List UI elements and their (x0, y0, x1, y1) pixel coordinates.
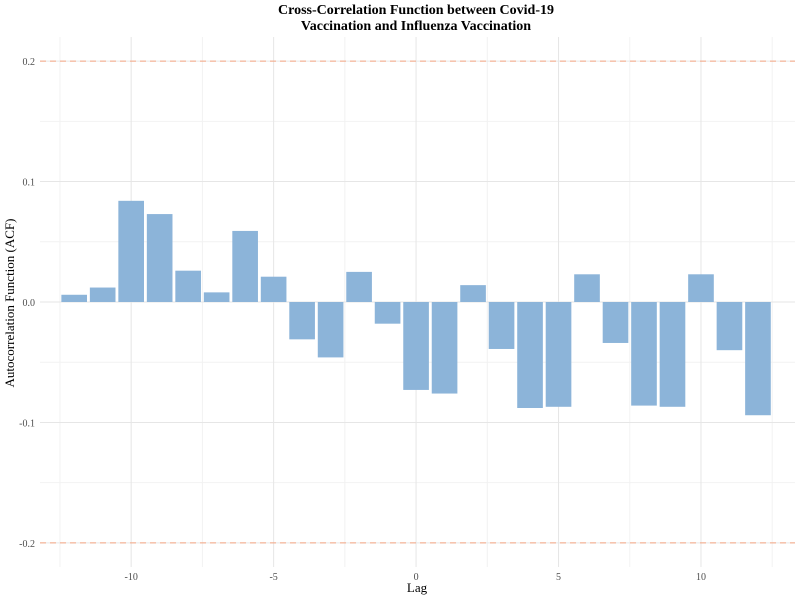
x-tick-label: -5 (269, 572, 277, 583)
bar-lag-8 (631, 302, 657, 406)
x-tick-label: 5 (556, 572, 561, 583)
bar-lag--6 (232, 230, 258, 302)
x-tick-label: -10 (124, 572, 137, 583)
bar-lag--8 (175, 270, 201, 302)
bar-lag--3 (317, 302, 344, 358)
bar-lag--10 (118, 200, 144, 302)
chart-title: Cross-Correlation Function between Covid… (0, 3, 800, 35)
bar-lag--12 (61, 294, 88, 302)
bar-lag--2 (346, 271, 372, 302)
y-tick-label: 0.0 (23, 298, 36, 309)
bar-lag--7 (203, 292, 230, 302)
y-axis-ticks: -0.2 -0.1 0.0 0.1 0.2 (19, 57, 35, 550)
bar-lag-4 (517, 302, 543, 408)
bar-lag-6 (574, 274, 600, 302)
y-axis-label: Autocorrelation Function (ACF) (2, 219, 17, 388)
y-tick-label: -0.2 (19, 539, 35, 550)
bar-lag-1 (431, 302, 458, 394)
y-tick-label: 0.2 (23, 57, 36, 68)
bar-lag-2 (460, 285, 486, 302)
chart-title-line-2: Vaccination and Influenza Vaccination (300, 19, 532, 34)
bar-lag--9 (146, 214, 173, 302)
bar-lag--11 (89, 287, 116, 302)
bar-lag--4 (289, 302, 315, 340)
bar-lag-0 (403, 302, 429, 390)
chart-title-line-1: Cross-Correlation Function between Covid… (278, 3, 554, 18)
x-axis-label: Lag (407, 580, 428, 595)
bar-lag-10 (688, 274, 714, 302)
confidence-bounds (40, 60, 795, 544)
bar-lag--5 (260, 276, 287, 302)
x-axis-ticks: -10 -5 0 5 10 (124, 572, 705, 583)
x-tick-label: 10 (696, 572, 706, 583)
bar-lag-9 (659, 302, 686, 407)
bar-lag-11 (716, 302, 743, 351)
bar-series (61, 200, 771, 416)
x-tick-label: 0 (414, 572, 419, 583)
y-tick-label: -0.1 (19, 418, 35, 429)
y-tick-label: 0.1 (23, 178, 36, 189)
bar-lag-3 (488, 302, 515, 349)
bar-lag--1 (374, 302, 401, 324)
bar-lag-12 (745, 302, 771, 416)
bar-lag-5 (545, 302, 572, 407)
bar-lag-7 (602, 302, 629, 343)
